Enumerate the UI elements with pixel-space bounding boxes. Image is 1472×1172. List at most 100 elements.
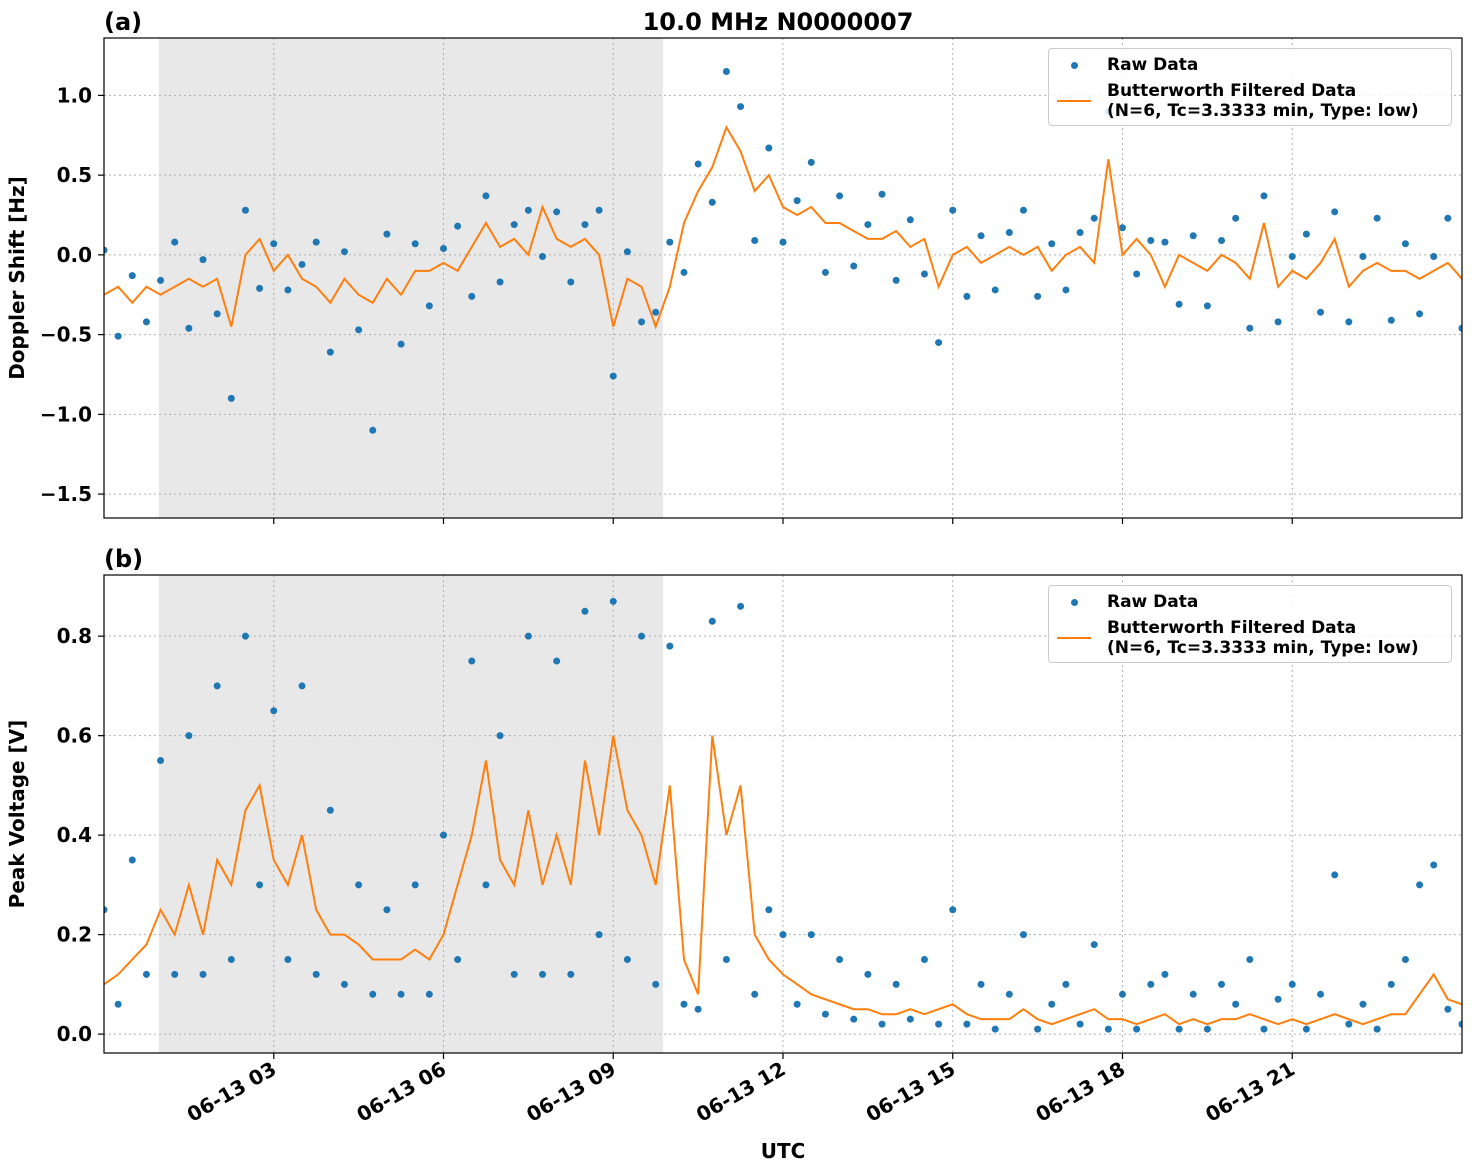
raw-point <box>595 931 603 939</box>
y-tick-label: 1.0 <box>57 83 92 107</box>
raw-point <box>864 221 872 229</box>
raw-point <box>241 632 249 640</box>
raw-point <box>1062 980 1070 988</box>
raw-point <box>821 1010 829 1018</box>
raw-point <box>779 238 787 246</box>
panel-label: (a) <box>104 8 142 36</box>
raw-point <box>1104 1025 1112 1033</box>
raw-point <box>1189 232 1197 240</box>
raw-point <box>468 657 476 665</box>
raw-point <box>1189 990 1197 998</box>
raw-point <box>369 990 377 998</box>
raw-point <box>383 230 391 238</box>
y-tick-label: 0.5 <box>57 163 92 187</box>
raw-point <box>524 632 532 640</box>
raw-point <box>256 284 264 292</box>
axes-frame <box>103 574 1463 1054</box>
raw-point <box>977 980 985 988</box>
x-tick-label: 06-13 03 <box>183 1057 281 1127</box>
raw-point <box>340 248 348 256</box>
raw-point <box>722 67 730 75</box>
raw-point <box>708 198 716 206</box>
raw-point <box>1076 1020 1084 1028</box>
raw-point <box>241 206 249 214</box>
y-tick-label: 0.0 <box>57 1022 92 1046</box>
raw-point <box>737 103 745 111</box>
legend-label: Raw Data <box>1107 592 1199 612</box>
raw-point <box>284 286 292 294</box>
raw-point <box>751 990 759 998</box>
raw-point <box>1147 980 1155 988</box>
raw-point <box>1302 1025 1310 1033</box>
raw-point <box>581 221 589 229</box>
raw-point <box>864 970 872 978</box>
raw-point <box>340 980 348 988</box>
raw-point <box>496 732 504 740</box>
y-tick-label: 0.8 <box>57 624 92 648</box>
raw-point <box>227 394 235 402</box>
raw-point <box>977 232 985 240</box>
raw-point <box>652 308 660 316</box>
raw-point <box>510 970 518 978</box>
raw-point <box>737 602 745 610</box>
raw-point <box>524 206 532 214</box>
raw-point <box>1458 324 1462 332</box>
raw-point <box>104 906 108 914</box>
raw-point <box>397 990 405 998</box>
raw-point <box>807 931 815 939</box>
raw-point <box>836 955 844 963</box>
raw-point <box>199 970 207 978</box>
raw-point <box>157 757 165 765</box>
raw-point <box>1119 224 1126 232</box>
raw-point <box>1401 955 1409 963</box>
raw-point <box>270 240 278 248</box>
raw-point <box>1090 214 1098 222</box>
raw-point <box>1133 1025 1141 1033</box>
raw-point <box>1458 1020 1462 1028</box>
raw-point <box>482 192 490 200</box>
raw-point <box>213 310 221 318</box>
raw-point <box>1359 1000 1367 1008</box>
legend-marker <box>1057 100 1091 102</box>
raw-point <box>793 1000 801 1008</box>
raw-point <box>567 278 575 286</box>
raw-point <box>1430 861 1438 869</box>
legend-marker <box>1071 598 1078 606</box>
raw-point <box>1034 1025 1042 1033</box>
raw-point <box>1444 214 1452 222</box>
raw-point <box>1246 955 1254 963</box>
raw-point <box>1430 252 1438 260</box>
raw-point <box>482 881 490 889</box>
raw-point <box>298 260 306 268</box>
raw-point <box>411 881 419 889</box>
raw-point <box>1387 980 1395 988</box>
y-tick-label: 0.2 <box>57 923 92 947</box>
raw-point <box>468 292 476 300</box>
raw-point <box>963 292 971 300</box>
raw-point <box>539 252 547 260</box>
raw-point <box>114 332 122 340</box>
raw-point <box>114 1000 122 1008</box>
raw-point <box>1005 229 1013 237</box>
legend: Raw Data Butterworth Filtered Data (N=6, … <box>1048 585 1452 663</box>
raw-point <box>312 238 320 246</box>
raw-point <box>680 1000 688 1008</box>
raw-point <box>1218 237 1226 245</box>
raw-point <box>1005 990 1013 998</box>
raw-point <box>326 806 334 814</box>
raw-point <box>1387 316 1395 324</box>
legend-marker <box>1057 637 1091 639</box>
raw-point <box>1076 229 1084 237</box>
raw-point <box>609 372 617 380</box>
raw-point <box>949 206 957 214</box>
raw-point <box>1203 1025 1211 1033</box>
raw-point <box>298 682 306 690</box>
legend-label: Butterworth Filtered Data (N=6, Tc=3.333… <box>1107 81 1419 121</box>
raw-point <box>991 286 999 294</box>
y-tick-label: −0.5 <box>40 323 92 347</box>
raw-point <box>652 980 660 988</box>
panel-label: (b) <box>104 545 143 573</box>
raw-point <box>171 238 179 246</box>
raw-point <box>751 237 759 245</box>
